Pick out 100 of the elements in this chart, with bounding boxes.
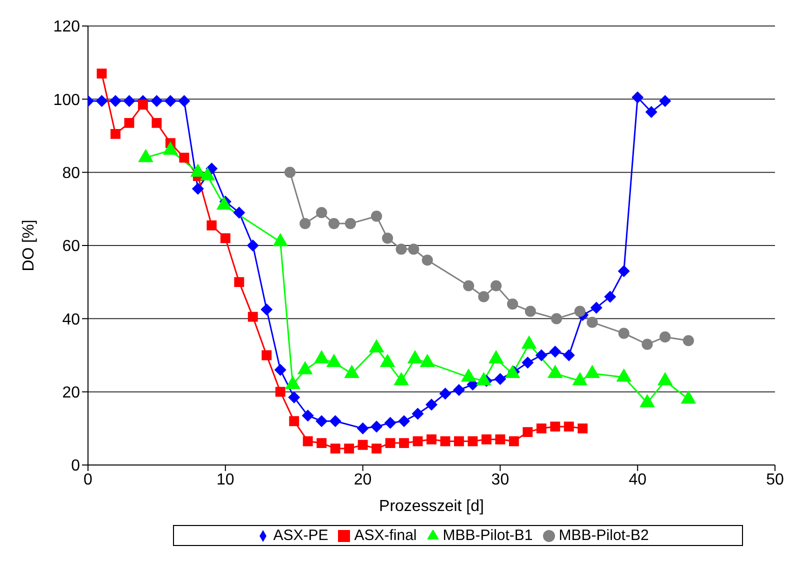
point (262, 350, 272, 360)
point (329, 415, 342, 428)
point (604, 290, 616, 303)
point (152, 118, 162, 128)
x-tick-label: 0 (84, 471, 93, 488)
x-tick-label: 50 (766, 471, 784, 488)
point (396, 244, 407, 255)
point (574, 306, 586, 317)
point (682, 335, 694, 346)
x-tick-label: 20 (354, 471, 372, 488)
point (522, 427, 533, 438)
point (535, 349, 548, 362)
point (463, 280, 474, 292)
point (590, 302, 602, 314)
point (179, 152, 190, 163)
point (549, 346, 562, 358)
x-axis-title: Prozesszeit [d] (379, 498, 484, 515)
y-tick-label: 100 (53, 92, 80, 109)
legend-label: ASX-PE (273, 527, 328, 544)
point (248, 312, 258, 322)
point (382, 232, 394, 244)
point (468, 436, 478, 446)
point (370, 210, 382, 222)
point (150, 94, 163, 107)
point (234, 277, 244, 288)
point (192, 182, 204, 195)
y-tick-label: 20 (62, 384, 80, 402)
point (316, 207, 328, 218)
point (645, 106, 658, 118)
point (478, 291, 490, 302)
point (412, 436, 423, 446)
point (481, 434, 492, 444)
point (632, 91, 644, 104)
point (426, 434, 436, 444)
point (642, 338, 653, 350)
point (164, 94, 176, 107)
point (507, 298, 518, 310)
point (384, 416, 396, 429)
legend-label: ASX-final (354, 527, 417, 544)
y-axis-title: DO [%] (20, 220, 38, 272)
point (274, 364, 286, 376)
point (330, 444, 340, 454)
point (562, 349, 575, 362)
point (618, 328, 630, 339)
point (495, 434, 506, 444)
point (344, 218, 356, 230)
point (385, 438, 396, 448)
point (302, 410, 314, 422)
point (246, 240, 259, 252)
point (300, 218, 311, 230)
point (564, 422, 574, 432)
point (356, 422, 369, 434)
point (524, 306, 536, 317)
point (659, 94, 672, 107)
point (220, 233, 230, 244)
point (344, 444, 354, 454)
point (206, 220, 217, 230)
point (96, 68, 107, 79)
point (316, 438, 327, 448)
point (260, 304, 273, 316)
point (522, 356, 534, 369)
point (316, 415, 328, 428)
x-tick-label: 30 (491, 471, 510, 488)
point (454, 436, 464, 446)
point (372, 444, 382, 454)
point (508, 436, 519, 446)
x-tick-label: 40 (628, 471, 647, 488)
legend-label: MBB-Pilot-B2 (558, 527, 649, 544)
point (550, 313, 562, 324)
point (586, 316, 598, 328)
point (426, 398, 438, 411)
point (578, 423, 588, 434)
point (370, 420, 383, 433)
point (408, 244, 420, 255)
point (178, 94, 190, 107)
point (399, 438, 409, 448)
point (124, 118, 134, 128)
point (123, 94, 136, 107)
point (412, 408, 424, 420)
y-tick-label: 60 (62, 238, 80, 256)
point (358, 440, 368, 450)
point (536, 423, 546, 434)
point (289, 416, 300, 426)
point (328, 218, 340, 230)
point (422, 254, 433, 266)
point (96, 94, 108, 107)
point (110, 128, 120, 139)
y-tick-label: 40 (62, 311, 80, 328)
point (275, 386, 286, 397)
point (439, 388, 452, 400)
y-tick-label: 0 (71, 458, 80, 475)
point (109, 94, 122, 107)
point (550, 422, 560, 432)
point (288, 391, 300, 404)
point (452, 384, 465, 396)
point (494, 373, 506, 386)
point (233, 206, 246, 219)
point (302, 436, 313, 446)
point (398, 415, 410, 428)
point (490, 280, 502, 292)
